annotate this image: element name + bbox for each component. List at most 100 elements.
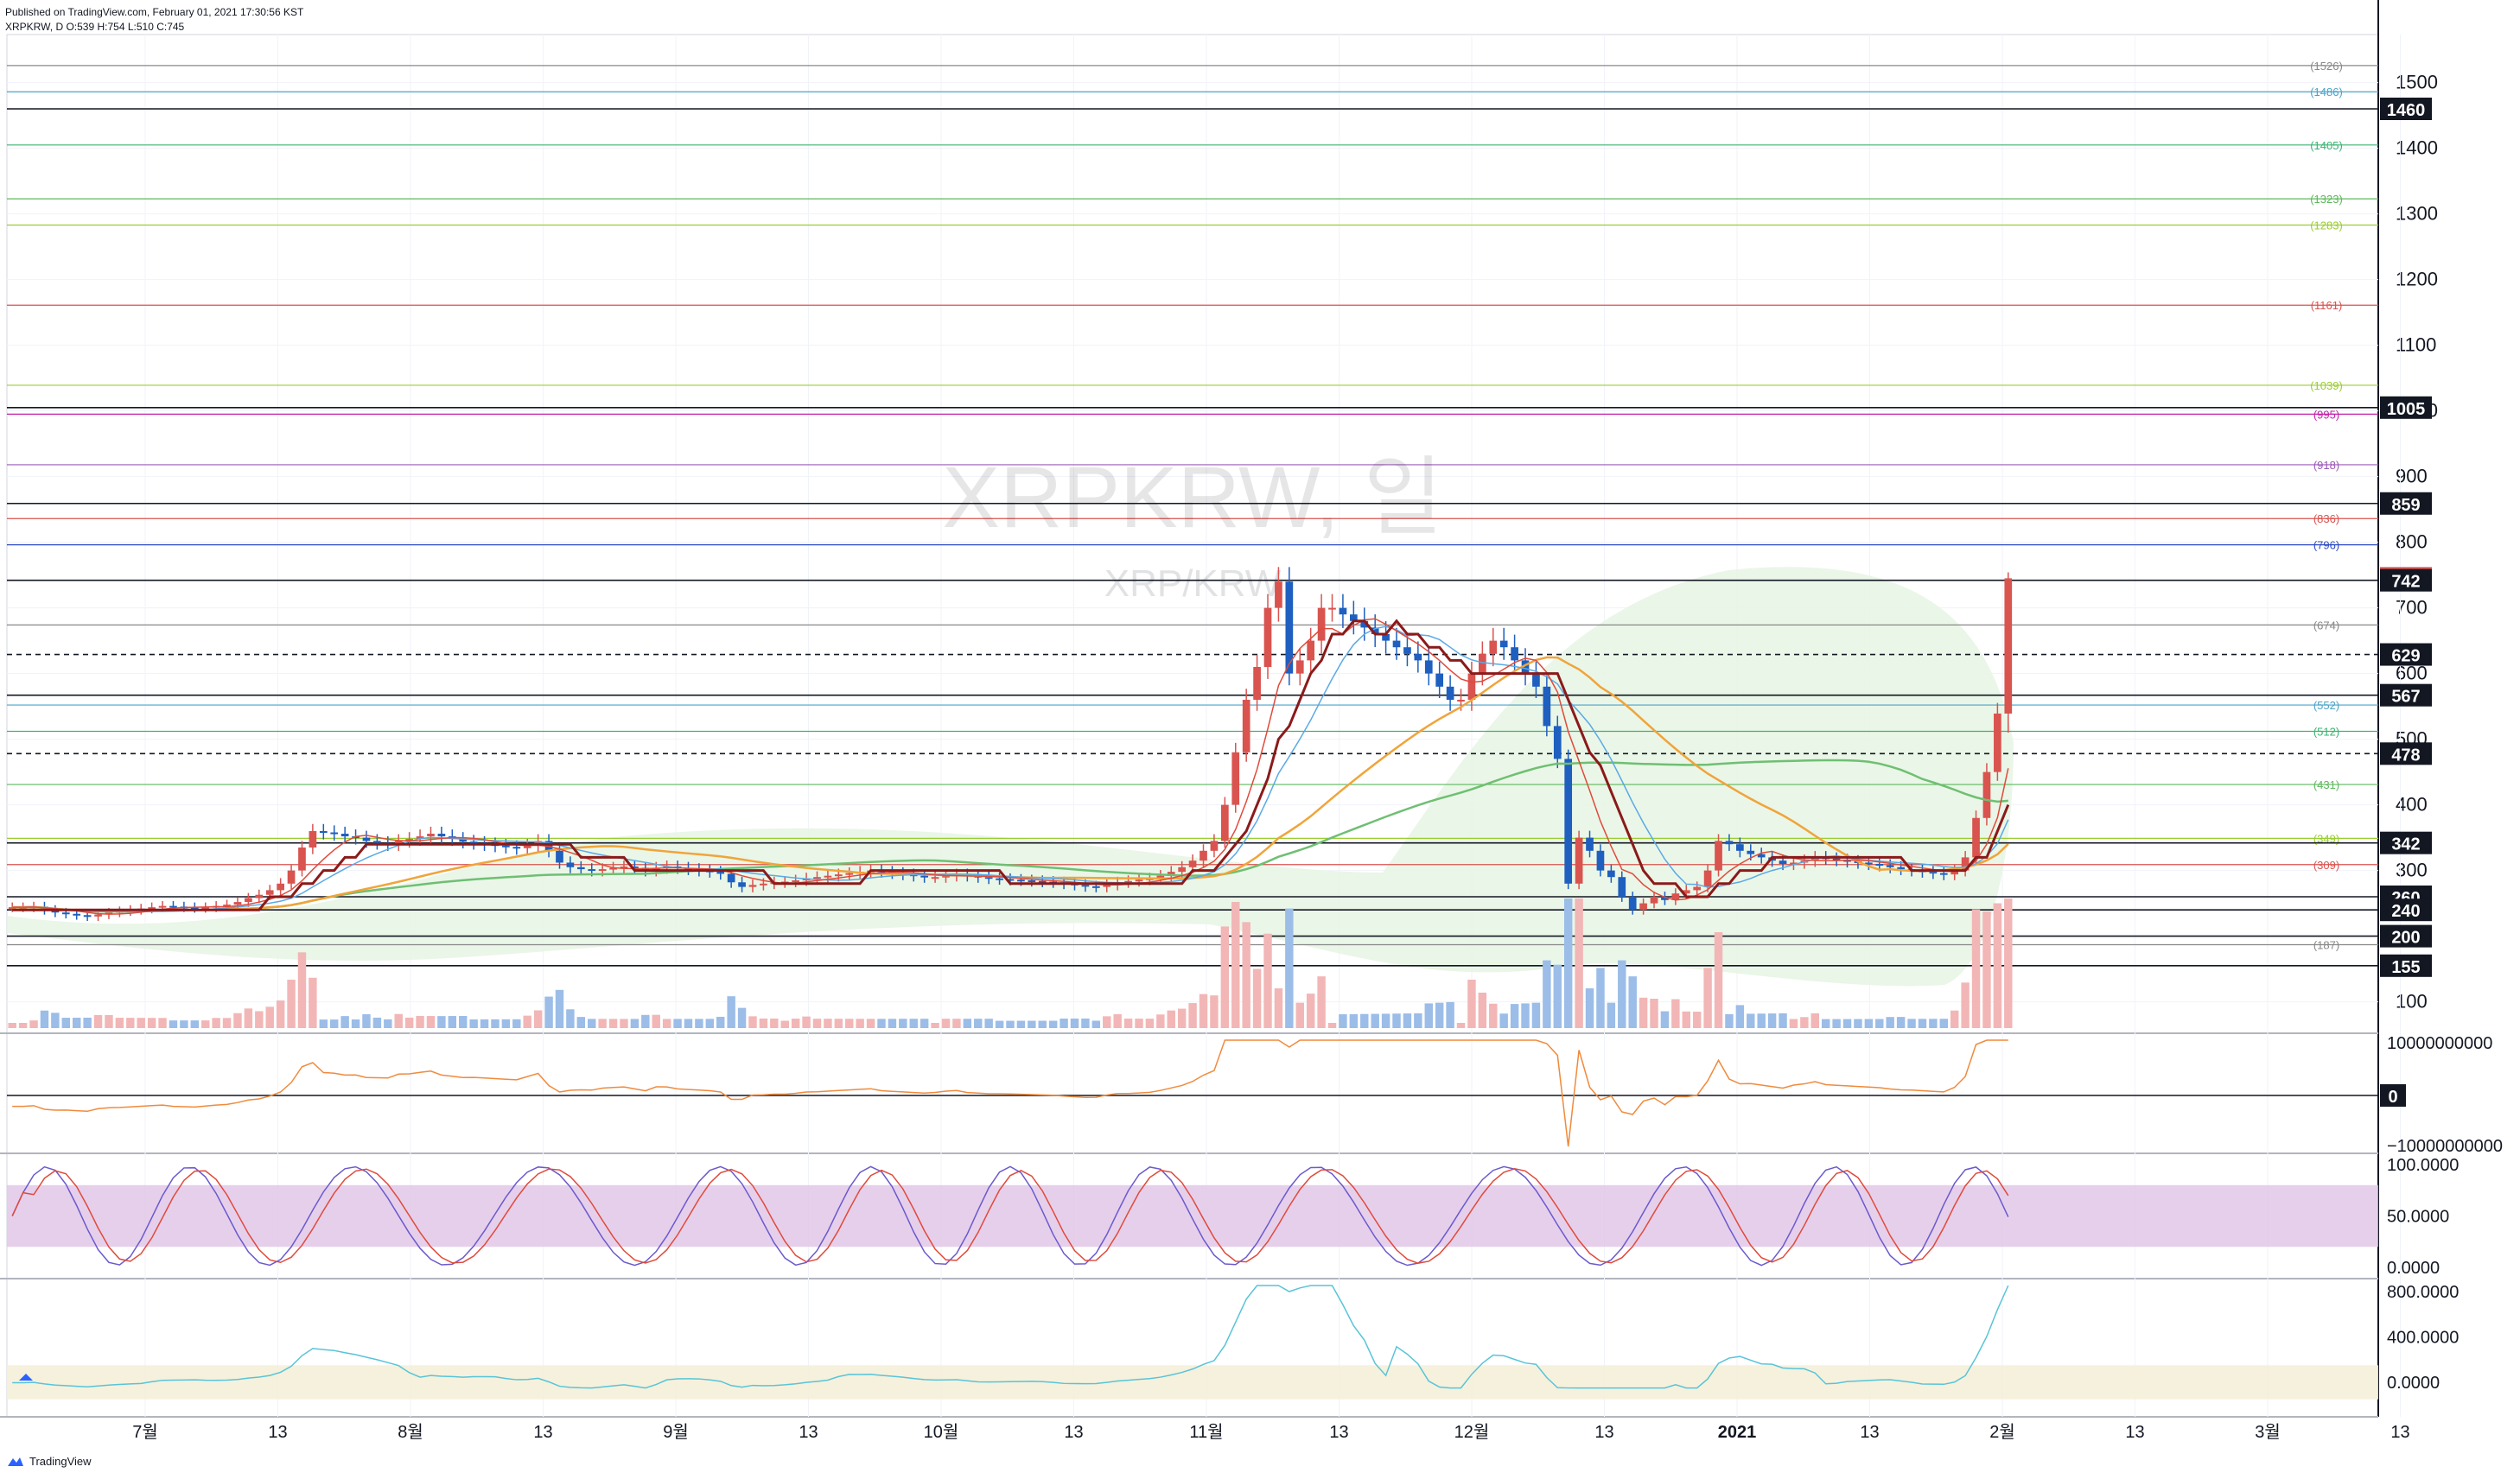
volume-bar	[105, 1014, 113, 1028]
volume-bar	[29, 1020, 38, 1028]
volume-bar	[1424, 1003, 1433, 1028]
candle	[73, 913, 81, 916]
candle	[1736, 844, 1744, 851]
candle	[1414, 653, 1422, 661]
time-axis-label: 12월	[1454, 1422, 1490, 1442]
volume-bar	[727, 996, 735, 1028]
volume-bar	[8, 1023, 16, 1028]
candle	[1865, 862, 1873, 865]
volume-bar	[1048, 1020, 1058, 1028]
momentum-axis-label: 800.0000	[2387, 1283, 2459, 1302]
volume-bar	[1939, 1019, 1949, 1028]
volume-bar	[1306, 994, 1315, 1028]
price-tag-label: 240	[2391, 902, 2420, 921]
volume-bar	[1682, 1011, 1690, 1028]
watermark-pair: XRP/KRW	[1104, 562, 1282, 605]
volume-bar	[1779, 1013, 1787, 1028]
volume-bar	[523, 1015, 531, 1028]
volume-bar	[1907, 1019, 1916, 1028]
candle	[416, 836, 424, 840]
candle	[352, 836, 360, 839]
candle	[51, 910, 60, 913]
time-axis-label: 13	[268, 1423, 287, 1442]
tradingview-footer[interactable]: TradingView	[7, 1455, 92, 1468]
ma-red-line	[12, 618, 2009, 915]
volume-bar	[1585, 988, 1594, 1028]
price-axis-label: 800	[2396, 531, 2428, 553]
candle	[83, 915, 92, 917]
time-axis-label: 9월	[663, 1422, 689, 1442]
candle	[330, 832, 339, 835]
volume-bar	[1231, 902, 1240, 1028]
candle	[1017, 879, 1025, 882]
candle	[394, 841, 403, 845]
level-label: (1486)	[2310, 86, 2343, 98]
volume-bar	[1821, 1019, 1830, 1028]
volume-bar	[1918, 1019, 1927, 1028]
candle	[437, 834, 446, 837]
level-label: (309)	[2313, 859, 2339, 872]
candle	[362, 837, 371, 841]
volume-bar	[1553, 964, 1562, 1028]
candle	[1703, 870, 1712, 887]
candle	[1693, 886, 1702, 891]
stochastic-axis-label: 100.0000	[2387, 1156, 2459, 1175]
candle	[1178, 867, 1187, 873]
candle	[255, 894, 264, 898]
candle	[1897, 867, 1905, 870]
volume-bar	[866, 1019, 875, 1028]
price-tag: 629	[2380, 643, 2432, 666]
level-label: (187)	[2313, 938, 2339, 951]
volume-bar	[1145, 1019, 1155, 1028]
volume-bar	[759, 1018, 768, 1028]
volume-bar	[115, 1018, 124, 1028]
time-axis-label: 7월	[132, 1422, 158, 1442]
candle	[1360, 620, 1369, 628]
candle	[1929, 872, 1938, 874]
candle	[620, 867, 628, 869]
candle	[792, 880, 800, 882]
volume-bar	[695, 1019, 703, 1028]
volume-bar	[1832, 1019, 1841, 1028]
tradingview-brand: TradingView	[29, 1455, 92, 1468]
time-axis-label: 13	[1860, 1423, 1879, 1442]
volume-bar	[426, 1016, 436, 1028]
candle	[1328, 607, 1336, 610]
candle	[1457, 700, 1465, 702]
volume-bar	[340, 1016, 349, 1028]
volume-bar	[1016, 1020, 1026, 1028]
volume-bar	[180, 1020, 188, 1028]
price-axis-label: 100	[2396, 991, 2428, 1013]
volume-bar	[963, 1019, 972, 1028]
volume-bar	[1478, 993, 1487, 1028]
candle	[1006, 879, 1015, 881]
price-axis-label: 1400	[2396, 137, 2438, 159]
time-axis-label: 11월	[1189, 1422, 1223, 1442]
volume-bar	[1650, 999, 1658, 1028]
volume-bar	[1800, 1017, 1809, 1028]
time-axis-label: 13	[1594, 1423, 1613, 1442]
candle	[598, 869, 607, 872]
level-label: (1405)	[2310, 139, 2343, 152]
published-text: Published on TradingView.com, February 0…	[5, 6, 304, 18]
candle	[1339, 607, 1347, 615]
price-tag-bg	[2380, 568, 2432, 592]
volume-bar	[212, 1018, 220, 1028]
volume-bar	[18, 1023, 28, 1028]
level-label: (1161)	[2311, 299, 2343, 312]
candle	[1564, 759, 1573, 884]
volume-bar	[1628, 976, 1637, 1028]
volume-bar	[1639, 997, 1648, 1028]
volume-bar	[1671, 999, 1680, 1028]
volume-bar	[1875, 1019, 1884, 1028]
time-axis-label: 2021	[1718, 1423, 1757, 1442]
candle	[1747, 850, 1755, 854]
volume-bar	[416, 1015, 424, 1028]
oscillator-axis-label: −10000000000	[2387, 1137, 2503, 1156]
volume-bar	[748, 1016, 757, 1028]
candle	[1307, 640, 1315, 661]
candle	[94, 914, 102, 917]
volume-bar	[83, 1017, 92, 1028]
candle	[1167, 872, 1175, 876]
